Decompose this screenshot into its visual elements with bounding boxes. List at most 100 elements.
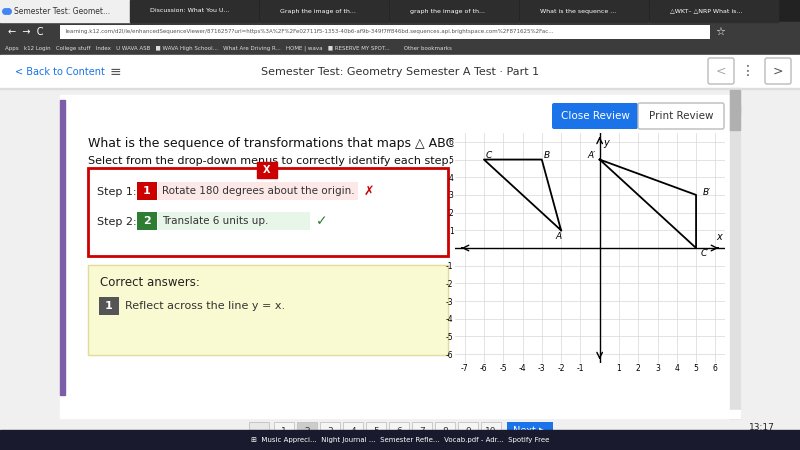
Bar [0,0,130,22]
Bar [130,0,258,22]
Bar [249,422,269,440]
Text: 1: 1 [105,301,113,311]
Text: 3: 3 [327,427,333,436]
Bar [0,55,800,420]
Text: 4: 4 [350,427,356,436]
Text: Semester Test: Geomet...: Semester Test: Geomet... [14,6,110,15]
Bar [0,42,800,55]
Text: ←  →  C: ← → C [8,27,43,37]
FancyBboxPatch shape [249,422,269,440]
Bar [730,90,740,130]
FancyBboxPatch shape [137,182,157,200]
Text: < Back to Content: < Back to Content [15,67,105,77]
Text: 2: 2 [304,427,310,436]
Text: Apps   k12 Login   College stuff   Index   U WAVA ASB   ■ WAVA High School...   : Apps k12 Login College stuff Index U WAV… [5,46,452,51]
Text: 6: 6 [396,427,402,436]
FancyBboxPatch shape [638,103,724,129]
Text: learning.k12.com/d2l/le/enhancedSequenceViewer/8716257?url=https%3A%2F%2Fe02711f: learning.k12.com/d2l/le/enhancedSequence… [65,30,554,35]
Text: ⊞  Music Appreci...  Night Journal ...  Semester Refle...  Vocab.pdf - Adr...  S: ⊞ Music Appreci... Night Journal ... Sem… [251,437,549,443]
FancyBboxPatch shape [412,422,432,440]
Text: 8: 8 [442,427,448,436]
Text: Step 1:: Step 1: [97,187,137,197]
Text: Correct answers:: Correct answers: [100,276,200,289]
FancyBboxPatch shape [297,422,317,440]
FancyBboxPatch shape [99,297,119,315]
FancyBboxPatch shape [389,422,409,440]
Bar [0,55,800,88]
Text: C: C [486,151,492,160]
Text: Print Review: Print Review [649,111,714,121]
Text: △WKT– △NRP What is...: △WKT– △NRP What is... [670,9,742,13]
Text: Translate 6 units up.: Translate 6 units up. [162,216,268,226]
Bar [88,168,448,256]
Bar [732,105,740,113]
Bar [260,0,388,22]
FancyBboxPatch shape [320,422,340,440]
Bar [88,265,448,355]
Bar [650,0,778,22]
Bar [60,25,710,39]
Bar [0,22,800,42]
Text: 2: 2 [143,216,151,226]
Text: graph the image of th...: graph the image of th... [410,9,485,13]
Text: A: A [555,232,562,241]
Text: B: B [543,151,550,160]
Text: y: y [603,138,610,148]
Text: Graph the image of th...: Graph the image of th... [280,9,356,13]
Bar [0,0,800,22]
Bar [0,430,800,450]
Text: Next ▶: Next ▶ [514,426,546,436]
Text: 20-Jan-21: 20-Jan-21 [742,436,782,445]
Bar [0,420,800,450]
FancyBboxPatch shape [481,422,501,440]
FancyBboxPatch shape [458,422,478,440]
Text: Step 2:: Step 2: [97,217,137,227]
Text: 1: 1 [143,186,151,196]
FancyBboxPatch shape [435,422,455,440]
Bar [390,0,518,22]
Bar [60,95,740,415]
Text: 9: 9 [465,427,471,436]
Text: What is the sequence of transformations that maps △ ABC to △ A′B′C′?: What is the sequence of transformations … [88,136,530,149]
Text: 10: 10 [486,427,497,436]
FancyBboxPatch shape [88,168,448,256]
Text: x: x [716,232,722,242]
FancyBboxPatch shape [137,212,157,230]
FancyBboxPatch shape [552,103,638,129]
Text: 1: 1 [281,427,287,436]
Text: C′: C′ [701,249,709,258]
Text: ☆: ☆ [715,27,725,37]
Text: X: X [263,165,270,175]
Text: Rotate 180 degrees about the origin.: Rotate 180 degrees about the origin. [162,186,354,196]
FancyBboxPatch shape [708,58,734,84]
Text: 13:17: 13:17 [749,423,775,432]
Text: <: < [716,64,726,77]
Text: ◄: ◄ [256,427,262,436]
FancyBboxPatch shape [257,162,277,178]
FancyBboxPatch shape [507,422,553,440]
Bar [60,100,65,395]
Text: >: > [773,64,783,77]
Text: ✗: ✗ [364,184,374,198]
Text: What is the sequence ...: What is the sequence ... [540,9,616,13]
Text: Close Review: Close Review [561,111,630,121]
FancyBboxPatch shape [274,422,294,440]
Bar [0,88,800,420]
Bar [520,0,648,22]
Bar [507,422,553,440]
Text: B′: B′ [702,188,710,197]
Text: Reflect across the line y = x.: Reflect across the line y = x. [125,301,285,311]
FancyBboxPatch shape [158,212,310,230]
Text: Semester Test: Geometry Semester A Test · Part 1: Semester Test: Geometry Semester A Test … [261,67,539,77]
FancyBboxPatch shape [158,182,358,200]
Text: ✓: ✓ [316,214,328,228]
Bar [0,88,800,89]
Text: A′: A′ [588,151,596,160]
FancyBboxPatch shape [343,422,363,440]
Text: Select from the drop-down menus to correctly identify each step.: Select from the drop-down menus to corre… [88,156,452,166]
Text: Discussion: What You U...: Discussion: What You U... [150,9,230,13]
Text: ≡: ≡ [110,65,122,79]
Text: 7: 7 [419,427,425,436]
FancyBboxPatch shape [765,58,791,84]
Text: ⋮: ⋮ [741,64,755,78]
